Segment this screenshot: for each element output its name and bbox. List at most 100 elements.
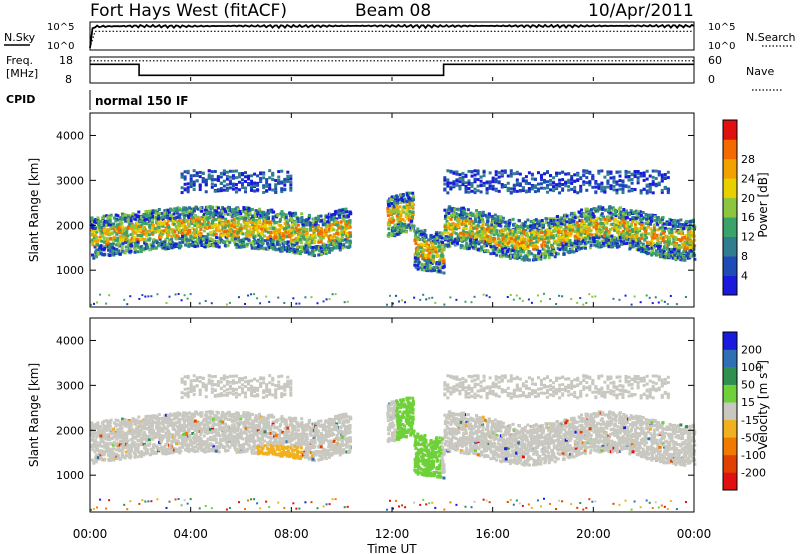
power-cell [524, 179, 528, 183]
power-cell [327, 240, 331, 244]
power-cell [235, 213, 239, 217]
power-cell [270, 236, 274, 240]
power-cell [487, 239, 491, 243]
power-cell [413, 229, 417, 233]
power-cell [283, 180, 287, 184]
power-cell [492, 233, 496, 237]
power-cell [470, 235, 474, 239]
power-cell [597, 171, 601, 175]
power-cell [503, 249, 507, 253]
power-cell [478, 230, 482, 234]
power-cell [447, 216, 451, 220]
power-cell [180, 235, 184, 239]
power-cell [479, 184, 483, 188]
power-cell [491, 187, 495, 191]
power-cell [438, 261, 442, 265]
power-cell [257, 216, 261, 220]
power-cell [547, 253, 551, 257]
power-cell [442, 262, 446, 266]
power-cell [217, 218, 221, 222]
power-cell [558, 182, 562, 186]
power-cell [600, 169, 604, 173]
power-cell [344, 226, 348, 230]
power-cell [148, 223, 152, 227]
power-cell [162, 244, 166, 248]
power-cell [170, 208, 174, 212]
power-cell [621, 212, 625, 216]
power-cell [421, 250, 425, 254]
power-cell [549, 249, 553, 253]
power-cell [113, 230, 117, 234]
power-cell [408, 215, 412, 219]
power-cell [523, 237, 527, 241]
power-cell [570, 247, 574, 251]
power-cell [600, 208, 604, 212]
power-cell [441, 263, 445, 267]
power-cell [474, 219, 478, 223]
power-cell [224, 217, 228, 221]
power-cell [541, 247, 545, 251]
power-cell [323, 223, 327, 227]
power-cell [434, 245, 438, 249]
power-cell [286, 179, 290, 183]
power-cell [319, 226, 323, 230]
power-cell [613, 217, 617, 221]
power-cell [622, 232, 626, 236]
freq-right-label: Nave [746, 65, 774, 78]
power-cell [160, 240, 164, 244]
power-cell [604, 220, 608, 224]
power-cell [403, 197, 407, 201]
power-cell [311, 238, 315, 242]
power-cell [213, 225, 217, 229]
power-cell [461, 181, 465, 185]
power-cell [233, 225, 237, 229]
power-cell [489, 229, 493, 233]
power-cell [245, 223, 249, 227]
power-cell [517, 245, 521, 249]
power-cell [536, 171, 540, 175]
power-cell [410, 222, 414, 226]
power-cell [133, 250, 137, 254]
power-cell [308, 221, 312, 225]
power-cell [567, 188, 571, 192]
power-cell [186, 186, 190, 190]
power-cell [607, 231, 611, 235]
power-cell [244, 226, 248, 230]
power-cell [513, 251, 517, 255]
power-cell [202, 229, 206, 233]
power-cell [469, 241, 473, 245]
power-cell [612, 184, 616, 188]
power-cell [111, 238, 115, 242]
power-cell [405, 216, 409, 220]
power-cell [459, 209, 463, 213]
power-cell [463, 221, 467, 225]
power-cell [130, 244, 134, 248]
power-cell [583, 246, 587, 250]
power-cell [151, 227, 155, 231]
power-cell [187, 210, 191, 214]
power-cell [287, 244, 291, 248]
power-cell [184, 243, 188, 247]
power-cell [205, 238, 209, 242]
power-cell [527, 298, 530, 301]
power-cell [99, 220, 103, 224]
power-cell [470, 189, 474, 193]
power-cell [327, 224, 331, 228]
power-cell [390, 202, 394, 206]
power-cell [403, 222, 407, 226]
power-cell [280, 169, 284, 173]
power-cell [570, 174, 574, 178]
power-cell [549, 183, 553, 187]
power-cell [183, 233, 187, 237]
power-cell [232, 234, 236, 238]
power-cell [453, 208, 457, 212]
power-cell [402, 227, 406, 231]
freq-right-tick-top: 60 [708, 54, 722, 67]
power-cell [141, 247, 145, 251]
power-cell [600, 186, 604, 190]
power-cell [504, 237, 508, 241]
power-cell [184, 208, 188, 212]
power-cell [254, 226, 258, 230]
power-cell [93, 227, 97, 231]
